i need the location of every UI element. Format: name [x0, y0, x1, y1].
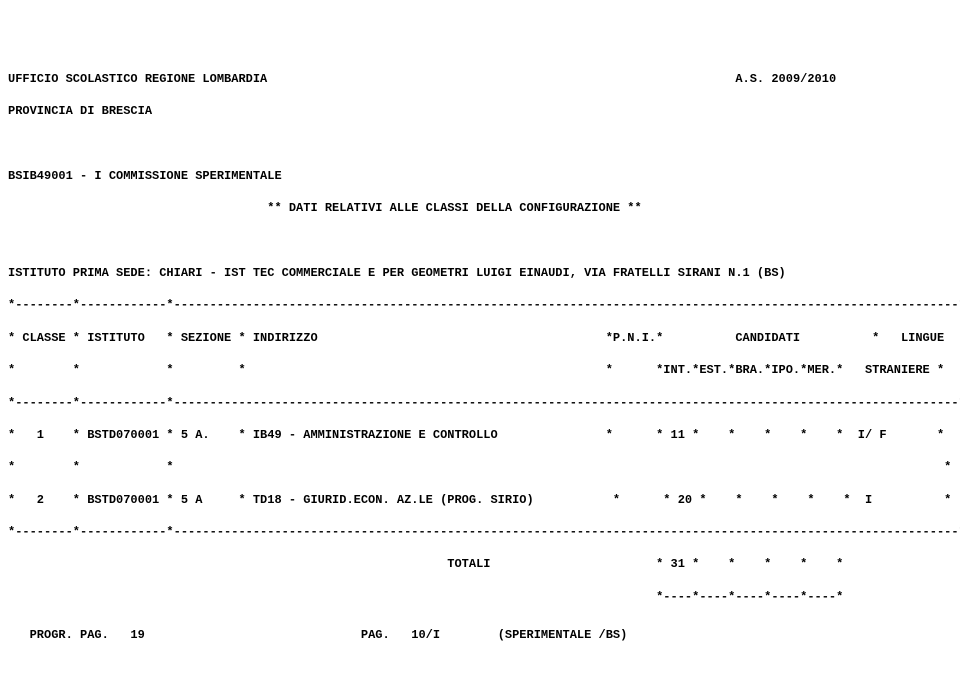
totali-line: TOTALI * 31 * * * * * [8, 556, 952, 572]
blank-2 [8, 233, 952, 249]
footer-left: PROGR. PAG. 19 [30, 628, 145, 642]
table-head-1: * CLASSE * ISTITUTO * SEZIONE * INDIRIZZ… [8, 330, 952, 346]
rule-top: *--------*------------*-----------------… [8, 297, 952, 313]
table-head-2: * * * * * *INT.*EST.*BRA.*IPO.*MER.* STR… [8, 362, 952, 378]
year-code: A.S. 2009/2010 [735, 72, 836, 86]
rule-bottom: *--------*------------*-----------------… [8, 524, 952, 540]
commission-line: BSIB49001 - I COMMISSIONE SPERIMENTALE [8, 168, 952, 184]
footer-line: PROGR. PAG. 19 PAG. 10/I (SPERIMENTALE /… [8, 627, 952, 643]
rule-mid: *--------*------------*-----------------… [8, 395, 952, 411]
footer-center: PAG. 10/I [361, 628, 440, 642]
table-row-2: * 2 * BSTD070001 * 5 A * TD18 - GIURID.E… [8, 492, 952, 508]
header-line-1: UFFICIO SCOLASTICO REGIONE LOMBARDIA A.S… [8, 71, 952, 87]
blank-1 [8, 136, 952, 152]
table-row-1: * 1 * BSTD070001 * 5 A. * IB49 - AMMINIS… [8, 427, 952, 443]
page-footer: PROGR. PAG. 19 PAG. 10/I (SPERIMENTALE /… [8, 610, 952, 659]
subtitle-text: ** DATI RELATIVI ALLE CLASSI DELLA CONFI… [267, 201, 641, 215]
totali-rule: *----*----*----*----*----* [8, 589, 952, 605]
office-name: UFFICIO SCOLASTICO REGIONE LOMBARDIA [8, 72, 267, 86]
footer-right: (SPERIMENTALE /BS) [498, 628, 628, 642]
province-line: PROVINCIA DI BRESCIA [8, 103, 952, 119]
table-row-empty: * * * * [8, 459, 952, 475]
subtitle-line: ** DATI RELATIVI ALLE CLASSI DELLA CONFI… [8, 200, 952, 216]
sede-line: ISTITUTO PRIMA SEDE: CHIARI - IST TEC CO… [8, 265, 952, 281]
